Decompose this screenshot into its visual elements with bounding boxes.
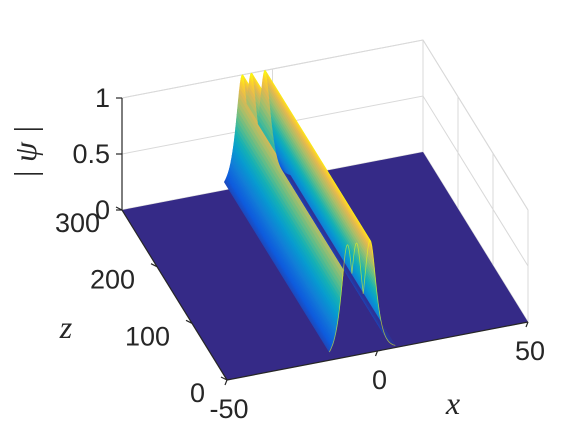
- axes: [115, 97, 529, 386]
- y-tick-label: 300: [55, 208, 100, 238]
- box-edge: [121, 39, 424, 99]
- z-tick-label: 0.5: [72, 139, 110, 169]
- x-tick: [525, 321, 529, 328]
- box-edge: [422, 39, 529, 211]
- y-axis-label: z: [59, 309, 73, 345]
- x-tick-label: 0: [372, 365, 387, 395]
- y-tick-label: 200: [90, 265, 135, 295]
- z-axis-label: | ψ |: [7, 125, 43, 178]
- x-axis-label: x: [445, 385, 460, 421]
- x-tick-label: -50: [209, 394, 248, 424]
- y-tick: [150, 263, 158, 268]
- y-tick-label: 0: [190, 378, 205, 408]
- x-tick: [374, 350, 379, 357]
- x-tick: [224, 379, 228, 386]
- x-tick-label: 50: [515, 336, 545, 366]
- y-tick: [220, 376, 228, 381]
- y-axis-line: [121, 209, 228, 381]
- z-tick-label: 0: [95, 195, 110, 225]
- y-tick: [185, 319, 193, 324]
- surface-front-edge: [328, 239, 396, 353]
- surface-mesh: [122, 69, 528, 380]
- y-tick-label: 100: [125, 321, 170, 351]
- z-tick-label: 1: [95, 83, 110, 113]
